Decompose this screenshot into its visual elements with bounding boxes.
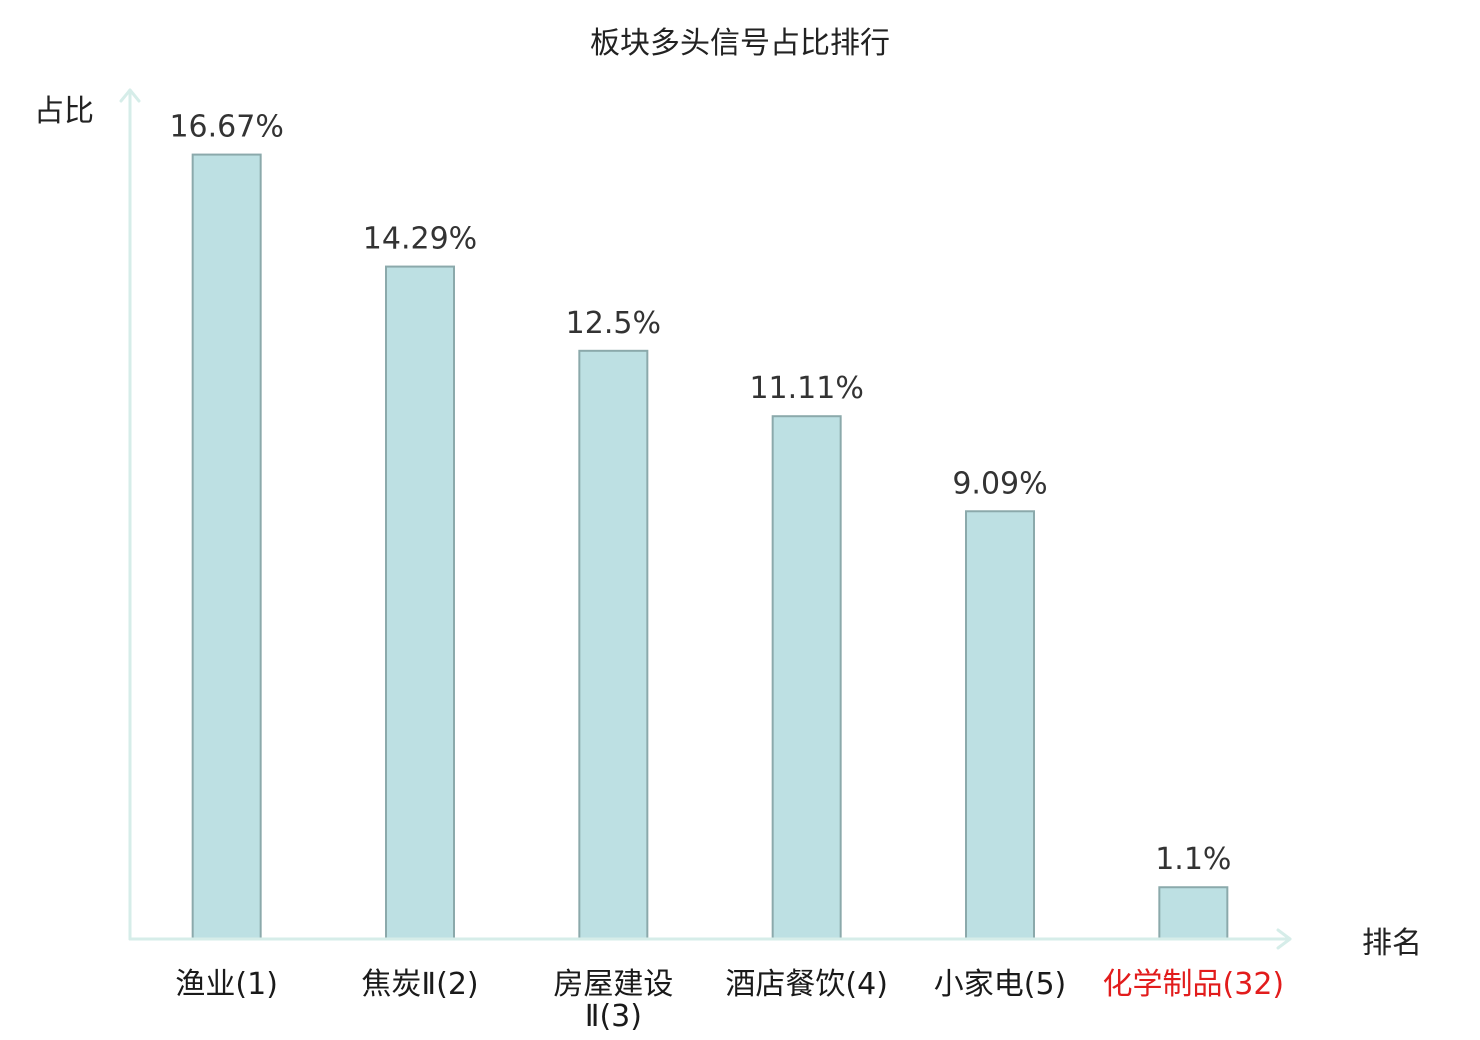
category-label-4: 酒店餐饮(4) (725, 967, 888, 1002)
y-axis-arrow-icon (119, 88, 141, 103)
bar-5 (965, 510, 1035, 940)
bar-3 (578, 349, 649, 940)
chart-title: 板块多头信号占比排行 (590, 26, 890, 61)
value-labels: 16.67% 14.29% 12.5% 11.11% 9.09% 1.1% (169, 110, 1231, 878)
category-label-6: 化学制品(32) (1103, 967, 1285, 1002)
bar-1 (191, 153, 262, 941)
y-axis-label: 占比 (34, 94, 94, 129)
value-label-5: 9.09% (952, 466, 1047, 501)
category-label-line: 房屋建设 (553, 967, 673, 1002)
value-label-2: 14.29% (363, 222, 477, 257)
axes (119, 88, 1292, 950)
x-axis-label: 排名 (1362, 926, 1422, 961)
bar-2 (385, 265, 455, 940)
category-labels: 渔业(1) 焦炭Ⅱ(2) 房屋建设 Ⅱ(3) 酒店餐饮(4) 小家电(5) 化学制品(32) (175, 967, 1284, 1034)
category-label-2: 焦炭Ⅱ(2) (361, 967, 478, 1002)
value-label-1: 16.67% (169, 110, 283, 145)
x-axis-arrow-icon (1276, 928, 1292, 950)
value-label-4: 11.11% (749, 371, 863, 406)
bar-4 (771, 415, 842, 940)
category-label-3: 房屋建设 Ⅱ(3) (553, 967, 673, 1034)
category-label-5: 小家电(5) (934, 967, 1067, 1002)
bar-6 (1158, 886, 1229, 941)
category-label-line: Ⅱ(3) (585, 999, 642, 1034)
category-label-1: 渔业(1) (175, 967, 278, 1002)
bars (191, 153, 1229, 941)
value-label-6: 1.1% (1155, 842, 1231, 877)
value-label-3: 12.5% (566, 306, 661, 341)
